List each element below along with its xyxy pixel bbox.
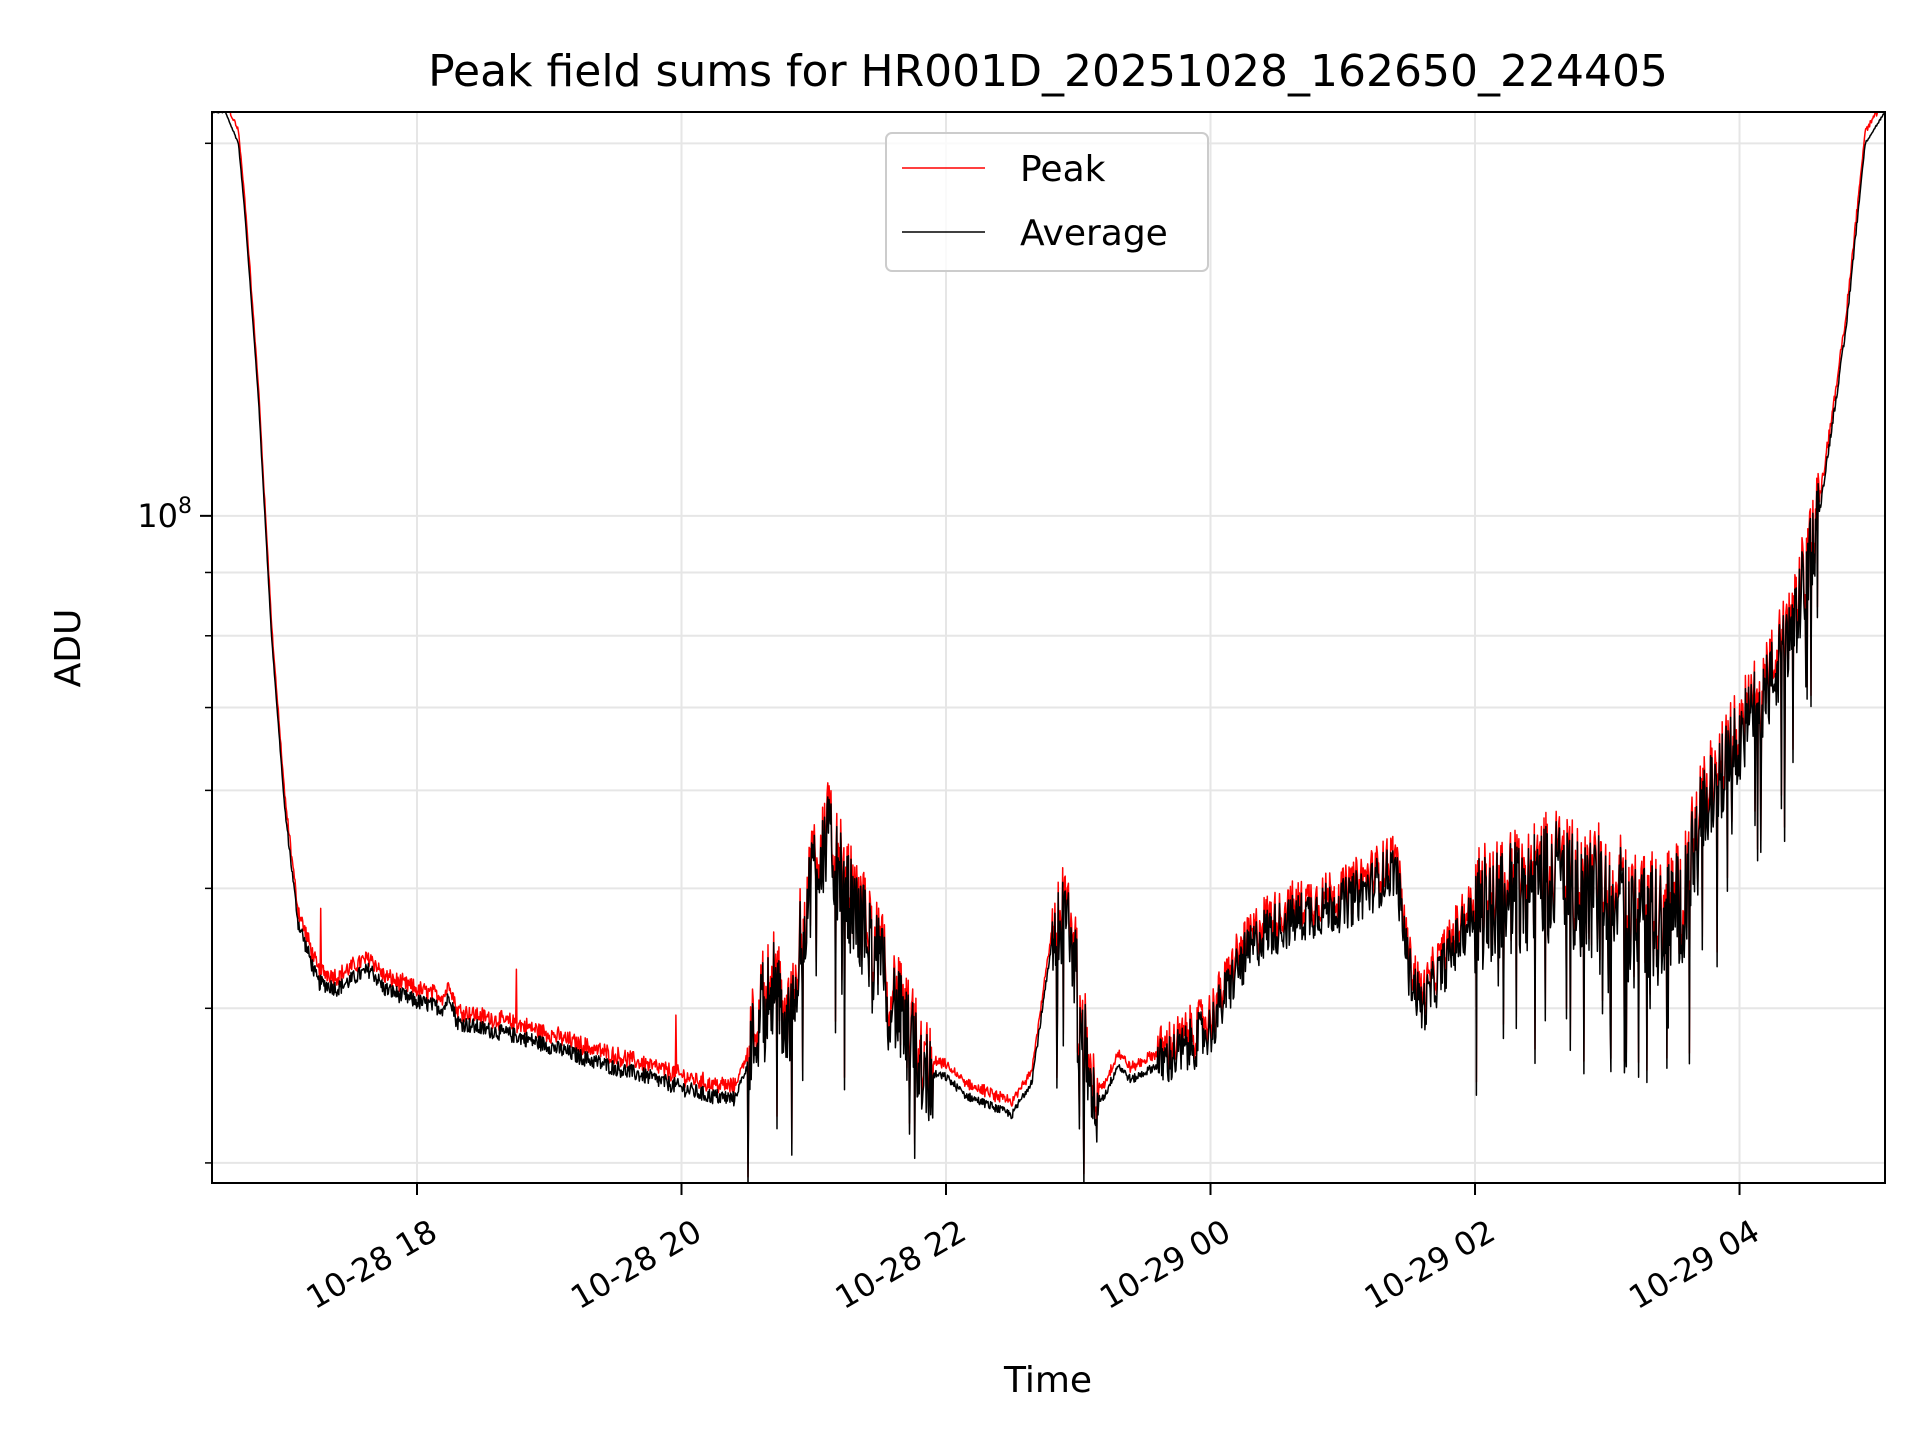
legend: Peak Average: [885, 132, 1209, 272]
chart-title: Peak field sums for HR001D_20251028_1626…: [428, 46, 1668, 97]
series-average-line: [212, 112, 1885, 1183]
y-axis-label: ADU: [48, 609, 89, 688]
legend-average-label: Average: [1020, 213, 1168, 254]
x-axis-label: Time: [1003, 1360, 1092, 1401]
legend-peak-label: Peak: [1020, 149, 1106, 190]
y-tick-label: 108: [137, 494, 192, 535]
plot-frame: [211, 111, 1886, 1184]
series-layer: [212, 112, 1885, 1183]
